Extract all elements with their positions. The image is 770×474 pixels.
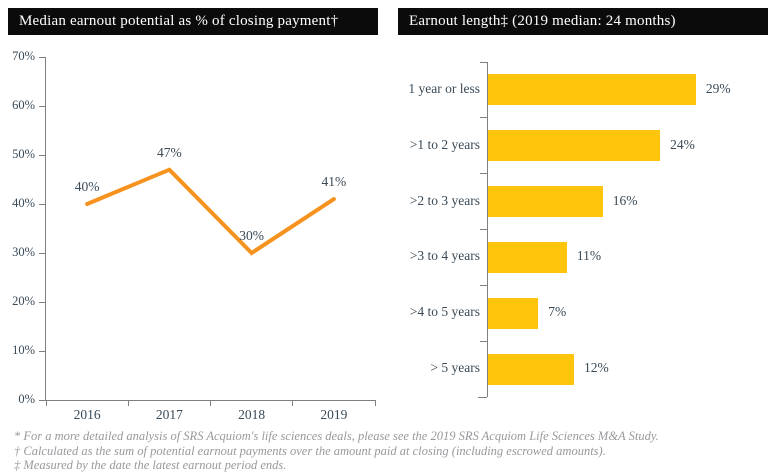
bar <box>488 74 696 106</box>
y-axis-tick <box>39 154 46 156</box>
line-series <box>85 167 336 256</box>
bar-category-label: >4 to 5 years <box>409 304 480 320</box>
y-tick-label: 50% <box>12 147 35 161</box>
line-point-value-label: 30% <box>239 228 264 243</box>
y-axis-tick <box>39 56 46 58</box>
bar <box>488 241 567 273</box>
bar-value-label: 7% <box>548 304 567 320</box>
footnote-line: * For a more detailed analysis of SRS Ac… <box>14 429 659 443</box>
bar-category-label: >3 to 4 years <box>409 248 480 264</box>
bar-category-label: > 5 years <box>430 360 480 376</box>
x-axis-tick <box>374 400 376 406</box>
bar-value-label: 11% <box>576 248 602 264</box>
y-tick-label: 10% <box>12 343 35 357</box>
bar <box>488 297 539 329</box>
x-axis-tick <box>127 400 129 406</box>
y-axis-tick <box>39 105 46 107</box>
y-tick-label: 0% <box>18 392 35 406</box>
y-axis-tick <box>39 350 46 352</box>
left-chart-title: Median earnout potential as % of closing… <box>8 8 378 35</box>
y-tick-label: 30% <box>12 245 35 259</box>
bar-category-label: >2 to 3 years <box>409 192 480 208</box>
bar <box>488 353 575 385</box>
footnote-line: ‡ Measured by the date the latest earnou… <box>14 458 287 472</box>
bar <box>488 130 661 162</box>
y-axis-tick <box>39 203 46 205</box>
line-point-value-label: 40% <box>74 179 100 194</box>
bar-axis-tick <box>480 117 487 119</box>
footnote-line: † Calculated as the sum of potential ear… <box>14 443 606 458</box>
line-chart-plot-area: 0% 10% 20% 30% 40% 50% 60% 70% 2016 2017 2018 2019 4… <box>12 49 376 422</box>
bar-axis-tick <box>480 61 487 63</box>
y-axis-tick <box>39 399 46 401</box>
bar-axis-tick <box>480 284 487 286</box>
y-tick-label: 40% <box>12 196 35 210</box>
bar-category-label: >1 to 2 years <box>409 136 480 152</box>
bar-category-label: 1 year or less <box>408 80 480 96</box>
y-axis-tick <box>39 252 46 254</box>
x-axis-tick <box>210 400 211 406</box>
x-axis-tick <box>292 400 294 406</box>
bar <box>488 186 603 218</box>
bar-axis-tick <box>480 173 487 175</box>
x-tick-label: 2016 <box>73 407 101 422</box>
footnotes: * For a more detailed analysis of SRS Ac… <box>14 429 659 473</box>
line-point-value-label: 41% <box>321 174 347 190</box>
line-point-value-label: 47% <box>157 144 182 160</box>
bar-axis-tick <box>478 396 487 398</box>
bar-axis-tick <box>480 340 487 342</box>
bar-value-label: 29% <box>705 80 731 96</box>
y-axis-tick <box>39 301 46 303</box>
bar-value-label: 24% <box>670 136 695 152</box>
bar-value-label: 16% <box>612 192 638 208</box>
right-chart-title: Earnout length‡ (2019 median: 24 months) <box>398 8 768 35</box>
bar-chart-axis-line <box>487 62 488 397</box>
y-tick-label: 20% <box>12 294 35 308</box>
bar-chart-plot-area: 1 year or less 29% >1 to 2 years 24% >2 to 3… <box>360 61 770 398</box>
bar-value-label: 12% <box>584 360 609 376</box>
x-tick-label: 2017 <box>155 407 183 422</box>
x-tick-label: 2019 <box>320 407 348 422</box>
y-tick-label: 70% <box>12 49 35 63</box>
x-tick-label: 2018 <box>238 407 266 422</box>
y-tick-label: 60% <box>12 98 35 112</box>
bar-axis-tick <box>480 229 487 230</box>
x-axis-tick <box>45 400 47 406</box>
